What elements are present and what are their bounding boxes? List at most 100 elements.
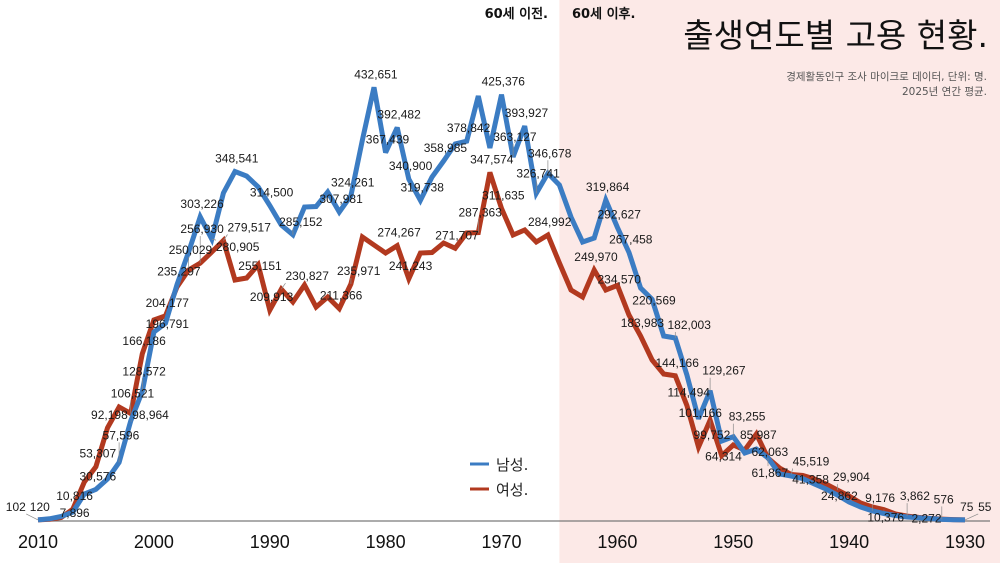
data-label-male: 101,166 <box>679 406 723 420</box>
data-label-male: 303,226 <box>180 197 224 211</box>
data-label-female: 144,166 <box>656 356 700 370</box>
after-60-label: 60세 이후. <box>572 6 635 22</box>
data-label-female: 166,186 <box>122 334 166 348</box>
data-label-male: 7,896 <box>60 506 90 520</box>
x-tick-label: 2000 <box>134 532 174 552</box>
data-label-male: 55 <box>978 500 992 514</box>
data-label-male: 319,738 <box>401 180 445 194</box>
x-tick-label: 1950 <box>713 532 753 552</box>
data-label-male: 280,905 <box>216 240 260 254</box>
data-label-male: 182,003 <box>668 318 712 332</box>
data-label-male: 392,482 <box>377 108 421 122</box>
data-label-male: 324,261 <box>331 176 375 190</box>
data-label-female: 234,570 <box>598 272 642 286</box>
data-label-male: 307,981 <box>319 192 363 206</box>
data-label-female: 85,987 <box>740 428 777 442</box>
data-label-male: 220,569 <box>632 293 676 307</box>
legend-item-female: 여성. <box>470 481 528 499</box>
data-label-female: 3,862 <box>900 489 930 503</box>
data-label-male: 128,572 <box>122 364 166 378</box>
data-label-female: 256,930 <box>180 222 224 236</box>
legend-item-male: 남성. <box>470 456 528 474</box>
data-label-male: 314,500 <box>250 186 294 200</box>
data-label-female: 211,366 <box>320 289 363 303</box>
data-label-male: 576 <box>934 492 954 506</box>
data-label-male: 2,272 <box>911 512 941 526</box>
data-label-leader <box>26 513 39 521</box>
data-label-male: 41,358 <box>792 473 829 487</box>
data-label-male: 285,152 <box>279 215 323 229</box>
data-label-female: 347,574 <box>470 152 514 166</box>
chart-subtitle-line-1: 경제활동인구 조사 마이크로 데이터, 단위: 명. <box>786 70 987 83</box>
data-label-female: 250,029 <box>169 243 213 257</box>
data-label-male: 326,741 <box>516 166 560 180</box>
data-label-female: 183,983 <box>621 316 665 330</box>
data-label-female: 10,376 <box>867 511 904 525</box>
series-layer <box>37 86 966 523</box>
data-label-male: 98,964 <box>132 408 169 422</box>
data-label-male: 62,063 <box>751 445 788 459</box>
data-label-male: 346,678 <box>528 146 572 160</box>
legend-label-male: 남성. <box>496 456 528 474</box>
x-tick-label: 1980 <box>366 532 406 552</box>
data-label-male: 432,651 <box>354 67 398 81</box>
x-tick-label: 1940 <box>829 532 869 552</box>
chart-header: 출생연도별 고용 현황. 경제활동인구 조사 마이크로 데이터, 단위: 명. … <box>683 16 988 98</box>
data-label-male: 367,439 <box>366 133 410 147</box>
data-label-female: 255,151 <box>238 259 282 273</box>
data-label-female: 114,494 <box>667 386 710 400</box>
series-line-female <box>37 171 966 523</box>
data-label-leader <box>790 468 794 475</box>
region-labels: 60세 이전. 60세 이후. <box>485 6 636 22</box>
data-label-male: 363,127 <box>493 130 537 144</box>
x-tick-label: 1970 <box>481 532 521 552</box>
data-label-male: 30,576 <box>79 469 116 483</box>
data-label-female: 287,363 <box>459 206 503 220</box>
data-label-female: 120 <box>30 500 50 514</box>
data-label-female: 230,827 <box>286 269 330 283</box>
data-label-male: 319,864 <box>586 180 630 194</box>
data-label-female: 53,307 <box>79 447 116 461</box>
data-label-female: 45,519 <box>793 455 830 469</box>
data-label-female: 64,314 <box>705 450 742 464</box>
data-label-male: 102 <box>6 500 26 514</box>
x-tick-label: 2010 <box>18 532 58 552</box>
data-label-male: 358,985 <box>424 141 468 155</box>
legend: 남성. 여성. <box>470 456 528 499</box>
data-label-male: 267,458 <box>609 233 653 247</box>
data-label-male: 425,376 <box>482 75 526 89</box>
x-tick-label: 1960 <box>597 532 637 552</box>
data-label-female: 235,971 <box>337 264 381 278</box>
data-label-leader <box>211 238 217 241</box>
data-label-female: 274,267 <box>377 226 421 240</box>
data-label-female: 271,707 <box>435 228 479 242</box>
data-label-male: 196,791 <box>146 317 190 331</box>
x-tick-label: 1930 <box>945 532 985 552</box>
before-60-label: 60세 이전. <box>485 6 548 22</box>
series-line-male <box>37 86 966 523</box>
chart-title: 출생연도별 고용 현황. <box>683 16 988 55</box>
data-label-female: 209,913 <box>250 290 294 304</box>
data-label-leader <box>223 234 228 241</box>
data-label-male: 129,267 <box>702 364 746 378</box>
data-label-male: 348,541 <box>215 152 259 166</box>
x-tick-label: 1990 <box>250 532 290 552</box>
data-label-female: 241,243 <box>389 259 433 273</box>
data-label-female: 61,867 <box>751 466 788 480</box>
data-label-female: 106,521 <box>111 387 155 401</box>
chart-subtitle-line-2: 2025년 연간 평균. <box>902 86 987 98</box>
data-label-male: 340,900 <box>389 159 433 173</box>
data-label-male: 235,297 <box>157 265 201 279</box>
data-label-male: 393,927 <box>505 106 549 120</box>
data-label-female: 10,816 <box>56 489 93 503</box>
data-label-female: 29,904 <box>833 470 870 484</box>
data-label-female: 311,635 <box>482 188 525 202</box>
data-label-male: 378,842 <box>447 121 491 135</box>
x-tick-labels: 2010 2000 1990 1980 1970 1960 1950 1940 1930 <box>18 532 985 552</box>
data-label-male: 292,627 <box>598 207 642 221</box>
data-label-leaders-layer <box>26 143 979 521</box>
data-label-leader <box>281 282 286 290</box>
data-label-female: 279,517 <box>228 221 272 235</box>
data-label-male: 83,255 <box>729 410 766 424</box>
